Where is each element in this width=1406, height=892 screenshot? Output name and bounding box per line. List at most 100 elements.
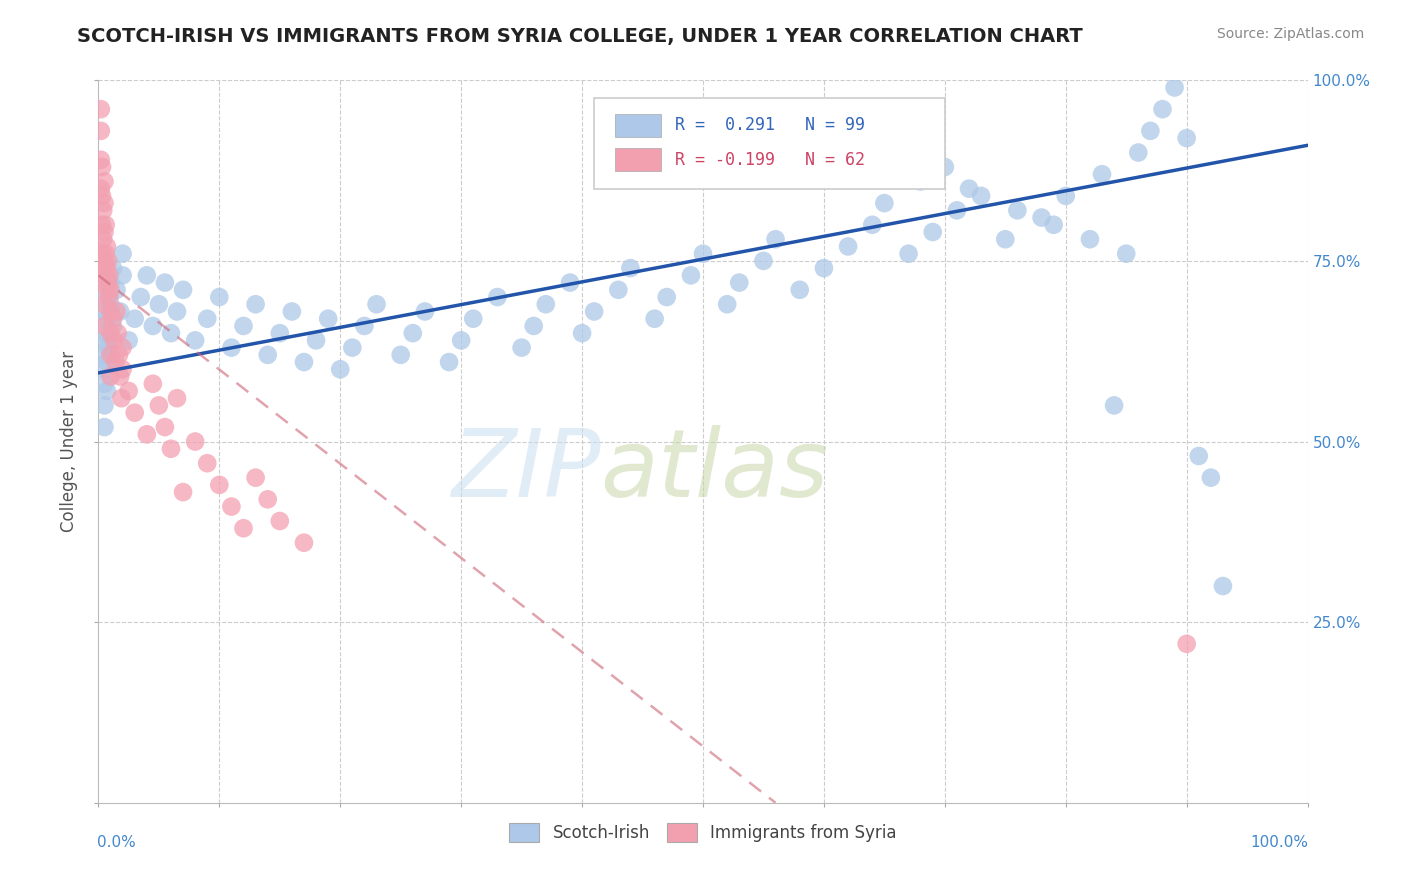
Point bbox=[93, 253, 115, 268]
Point bbox=[463, 311, 485, 326]
Point bbox=[96, 355, 118, 369]
Point bbox=[208, 478, 231, 492]
Point bbox=[837, 239, 859, 253]
Point bbox=[644, 311, 666, 326]
Point bbox=[111, 362, 134, 376]
Point bbox=[292, 355, 315, 369]
Point bbox=[153, 276, 176, 290]
Point bbox=[148, 297, 170, 311]
Point bbox=[108, 348, 131, 362]
Point bbox=[103, 334, 125, 348]
Point bbox=[96, 239, 118, 253]
Point bbox=[93, 225, 115, 239]
Point bbox=[166, 304, 188, 318]
Point bbox=[860, 218, 883, 232]
Point bbox=[97, 341, 120, 355]
Point bbox=[129, 290, 152, 304]
Point bbox=[583, 304, 606, 318]
FancyBboxPatch shape bbox=[614, 148, 661, 171]
Point bbox=[96, 334, 118, 348]
Point bbox=[1128, 145, 1150, 160]
Point bbox=[437, 355, 460, 369]
Text: 100.0%: 100.0% bbox=[1251, 835, 1309, 850]
Point bbox=[90, 102, 112, 116]
Point bbox=[1031, 211, 1053, 225]
Point bbox=[221, 341, 243, 355]
Point bbox=[166, 391, 188, 405]
Point bbox=[1175, 637, 1198, 651]
Point bbox=[90, 124, 112, 138]
Point bbox=[450, 334, 472, 348]
Point bbox=[91, 203, 114, 218]
Point bbox=[93, 362, 115, 376]
Point bbox=[101, 261, 124, 276]
Legend: Scotch-Irish, Immigrants from Syria: Scotch-Irish, Immigrants from Syria bbox=[503, 816, 903, 848]
Point bbox=[90, 153, 112, 167]
Point bbox=[292, 535, 315, 549]
Point bbox=[108, 369, 131, 384]
Point bbox=[91, 218, 114, 232]
Point bbox=[135, 427, 157, 442]
Point bbox=[934, 160, 956, 174]
Point bbox=[135, 268, 157, 283]
Point bbox=[96, 311, 118, 326]
Point bbox=[93, 420, 115, 434]
Point bbox=[728, 276, 751, 290]
Point bbox=[523, 318, 546, 333]
Point bbox=[413, 304, 436, 318]
Point bbox=[100, 297, 122, 311]
Point bbox=[1175, 131, 1198, 145]
Point bbox=[111, 246, 134, 260]
Point bbox=[195, 311, 218, 326]
Point bbox=[1091, 167, 1114, 181]
Point bbox=[96, 261, 118, 276]
FancyBboxPatch shape bbox=[614, 113, 661, 136]
Point bbox=[160, 326, 183, 340]
Point bbox=[208, 290, 231, 304]
Point bbox=[921, 225, 943, 239]
Point bbox=[1054, 189, 1077, 203]
Point bbox=[100, 283, 122, 297]
Point bbox=[111, 341, 134, 355]
Point bbox=[90, 182, 112, 196]
Point bbox=[184, 334, 207, 348]
Point bbox=[110, 391, 132, 405]
Point bbox=[946, 203, 969, 218]
Point bbox=[1199, 470, 1222, 484]
Point bbox=[93, 376, 115, 391]
Point bbox=[101, 311, 124, 326]
Text: ZIP: ZIP bbox=[450, 425, 600, 516]
Point bbox=[93, 304, 115, 318]
Point bbox=[100, 276, 122, 290]
Point bbox=[1115, 246, 1137, 260]
FancyBboxPatch shape bbox=[595, 98, 945, 189]
Point bbox=[96, 283, 118, 297]
Point bbox=[108, 304, 131, 318]
Point bbox=[93, 276, 115, 290]
Point bbox=[316, 311, 339, 326]
Point bbox=[94, 268, 117, 283]
Point bbox=[619, 261, 641, 276]
Point bbox=[91, 160, 114, 174]
Point bbox=[148, 398, 170, 412]
Point bbox=[353, 318, 375, 333]
Point bbox=[100, 348, 122, 362]
Point bbox=[107, 326, 129, 340]
Point bbox=[118, 334, 141, 348]
Point bbox=[1139, 124, 1161, 138]
Point bbox=[1042, 218, 1064, 232]
Point bbox=[100, 369, 122, 384]
Point bbox=[98, 290, 121, 304]
Point bbox=[1102, 398, 1125, 412]
Point bbox=[765, 232, 787, 246]
Point bbox=[124, 406, 146, 420]
Point bbox=[172, 283, 194, 297]
Point bbox=[389, 348, 412, 362]
Point bbox=[486, 290, 509, 304]
Point bbox=[1152, 102, 1174, 116]
Point bbox=[366, 297, 388, 311]
Point bbox=[679, 268, 702, 283]
Point bbox=[1078, 232, 1101, 246]
Point bbox=[118, 384, 141, 398]
Point bbox=[970, 189, 993, 203]
